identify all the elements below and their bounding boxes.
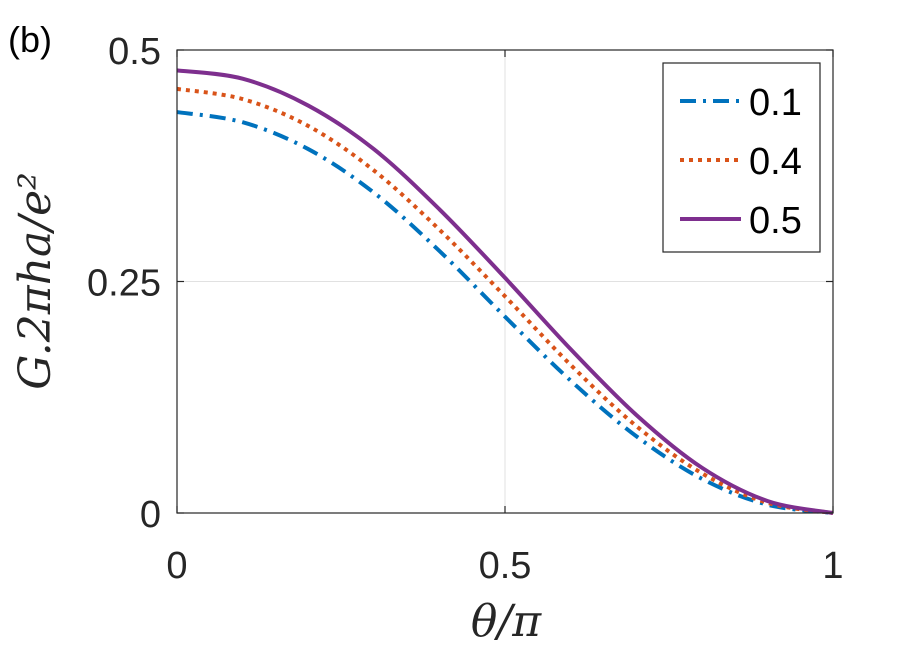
legend-label-0.5: 0.5 (749, 200, 802, 242)
y-axis-label: G.2πha/e² (10, 172, 61, 390)
x-tick-label-2: 1 (822, 545, 843, 587)
series-line-0.4 (176, 86, 834, 515)
series-layer (176, 68, 834, 515)
y-tick-label-1: 0.25 (87, 263, 161, 305)
x-axis-label: θ/π (471, 596, 542, 647)
series-line-0.1 (176, 110, 834, 515)
panel-label: (b) (8, 19, 52, 60)
series-line-0.5 (176, 68, 834, 515)
legend-label-0.4: 0.4 (749, 141, 802, 183)
legend-label-0.1: 0.1 (749, 82, 802, 124)
x-tick-label-1: 0.5 (479, 545, 532, 587)
y-tick-label-0: 0 (140, 494, 161, 536)
y-ticks: 0 0.25 0.5 (87, 31, 833, 536)
y-tick-label-2: 0.5 (108, 31, 161, 73)
x-ticks: 0 0.5 1 (166, 50, 844, 587)
x-tick-label-0: 0 (166, 545, 187, 587)
legend: 0.1 0.4 0.5 (662, 62, 821, 253)
